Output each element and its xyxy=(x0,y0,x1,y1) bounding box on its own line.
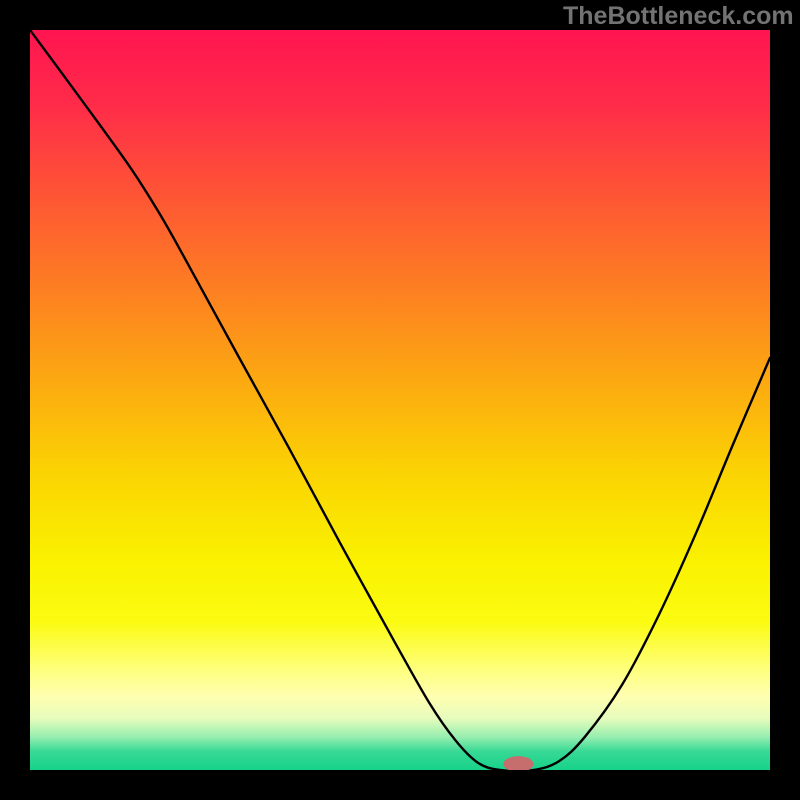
chart-svg xyxy=(30,30,770,770)
gradient-background xyxy=(30,30,770,770)
plot-area xyxy=(30,30,770,770)
watermark-text: TheBottleneck.com xyxy=(563,2,794,31)
